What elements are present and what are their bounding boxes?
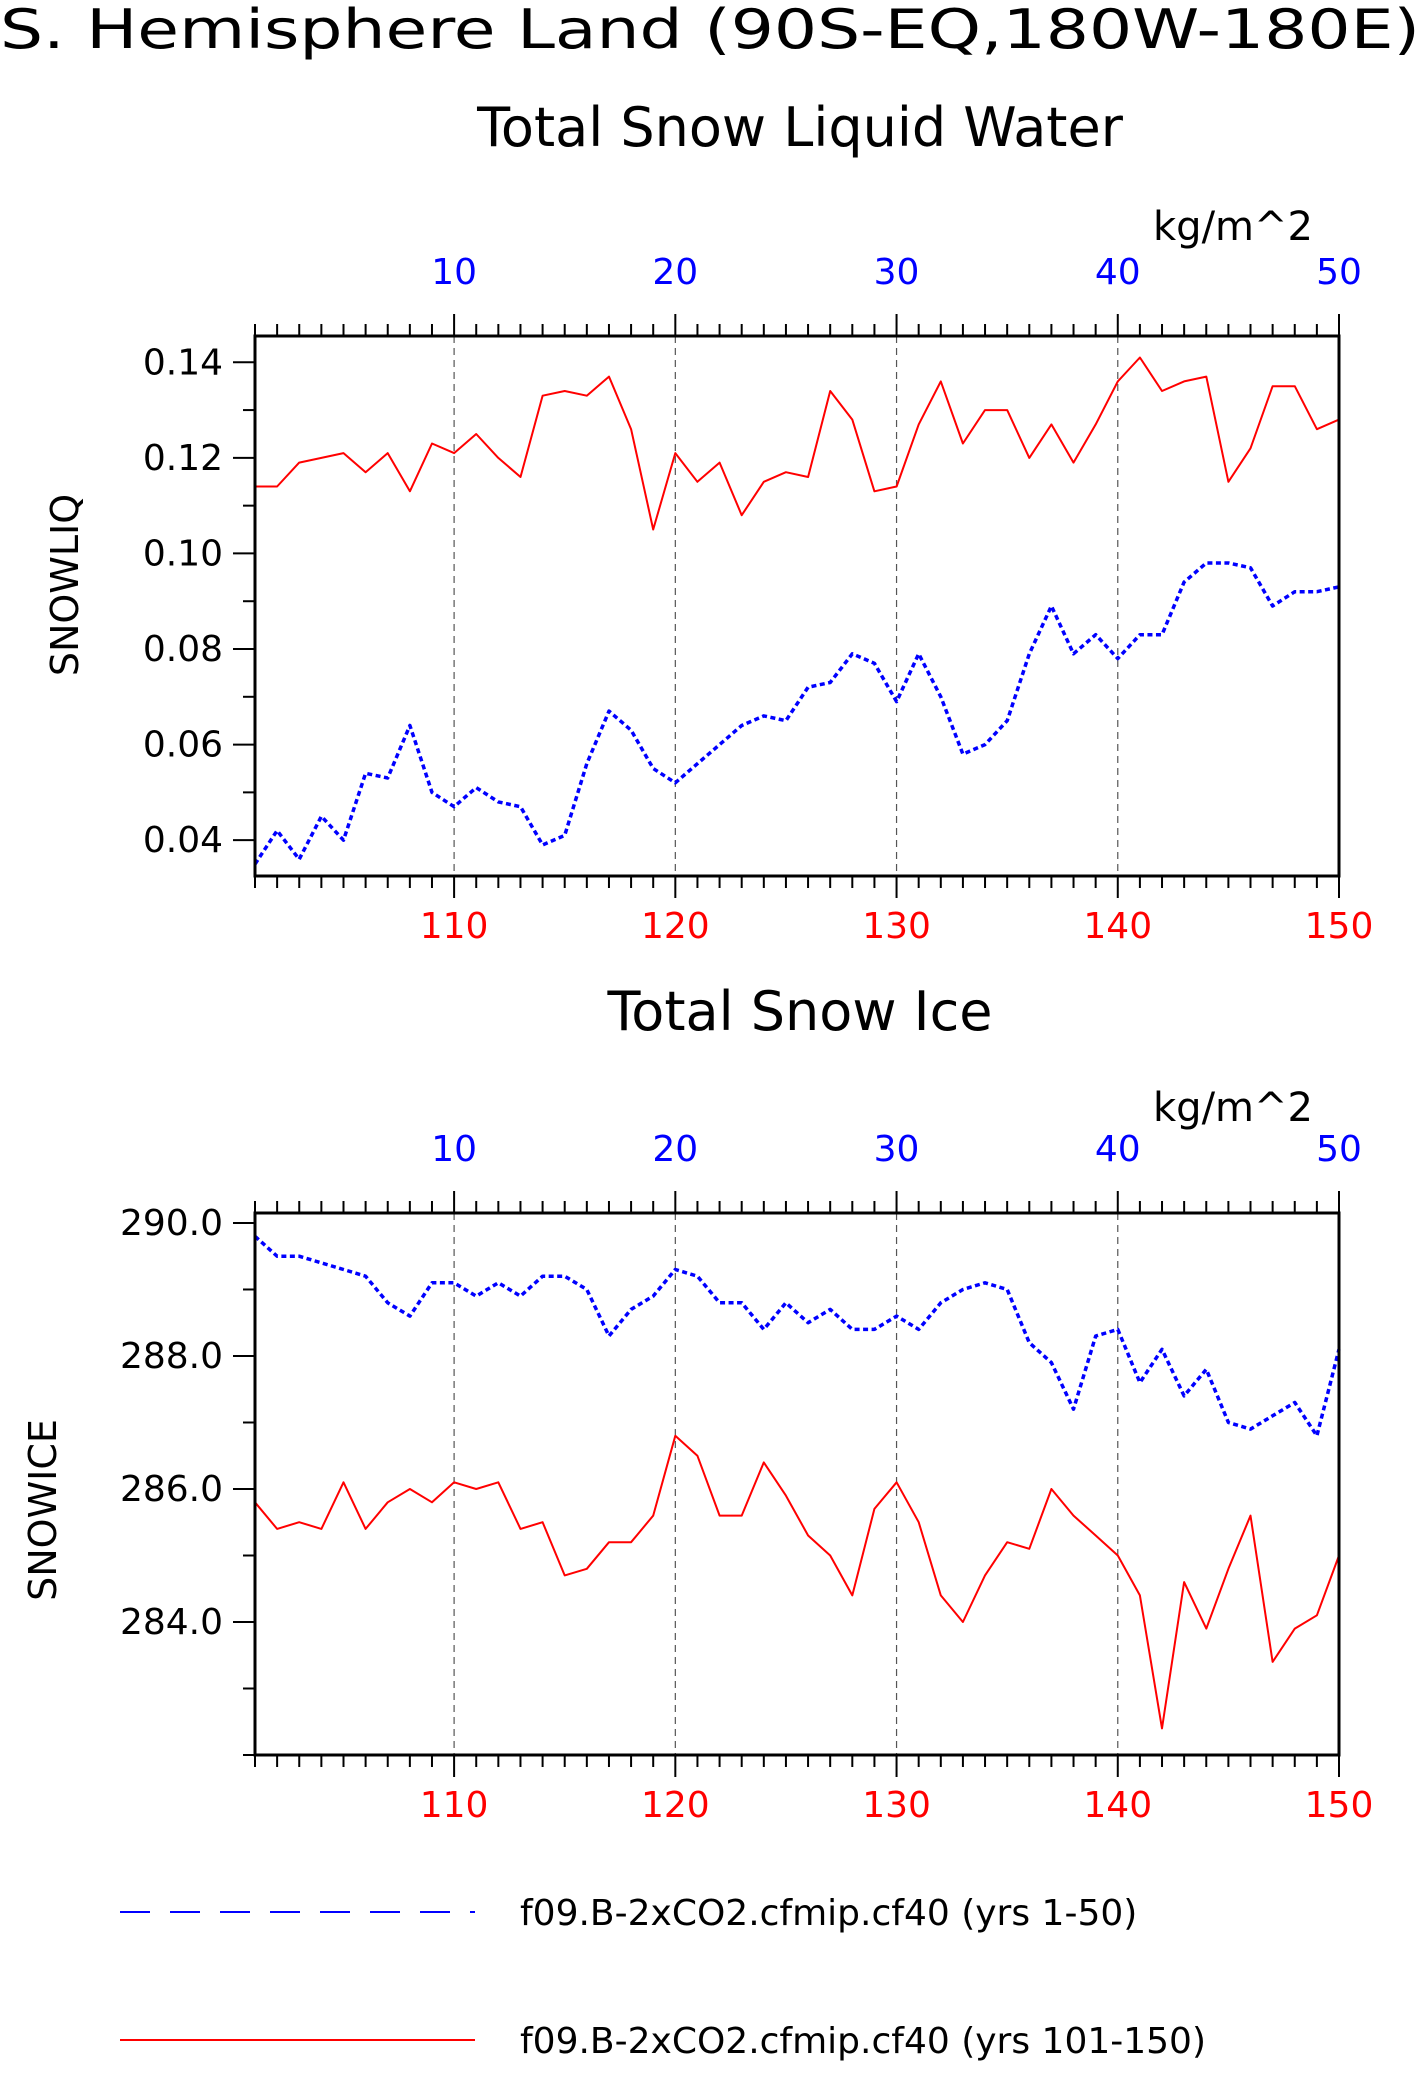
x-tick-label-bottom: 120 [641,906,710,947]
x-tick-label-top: 20 [652,1129,698,1170]
x-tick-label-bottom: 150 [1305,1785,1374,1826]
y-tick-label: 0.10 [143,533,223,574]
x-tick-label-bottom: 130 [862,1785,931,1826]
x-tick-label-bottom: 140 [1083,1785,1152,1826]
x-tick-label-bottom: 110 [420,1785,489,1826]
y-tick-label: 0.08 [143,629,223,670]
x-tick-label-top: 40 [1095,1129,1141,1170]
y-tick-label: 0.04 [143,820,223,861]
x-tick-label-top: 10 [431,252,477,293]
x-tick-label-top: 30 [874,1129,920,1170]
panel-title: Total Snow Ice [607,980,993,1043]
panel-snowice: Total Snow Ice kg/m^2 SNOWICE [21,980,1313,1601]
y-tick-label: 0.12 [143,438,223,479]
x-tick-label-bottom: 120 [641,1785,710,1826]
y-tick-label: 0.06 [143,725,223,766]
y-tick-label: 288.0 [120,1336,223,1377]
series-line-yrs-1-50 [253,1234,1341,1438]
x-tick-label-bottom: 150 [1305,906,1374,947]
y-tick-label: 290.0 [120,1203,223,1244]
y-axis-label: SNOWICE [21,1419,65,1601]
plot-snowliq: 110 120 130 140 150 10 20 30 40 50 0.04 0.06 0.08 0.1… [143,252,1374,947]
x-tick-label-bottom: 130 [862,906,931,947]
x-tick-label-top: 30 [874,252,920,293]
panel-snowliq: Total Snow Liquid Water kg/m^2 SNOWLIQ [43,96,1313,676]
x-tick-label-bottom: 140 [1083,906,1152,947]
legend-label-series2: f09.B-2xCO2.cfmip.cf40 (yrs 101-150) [520,2021,1206,2062]
y-axis-label: SNOWLIQ [43,494,87,676]
x-tick-label-bottom: 110 [420,906,489,947]
legend: f09.B-2xCO2.cfmip.cf40 (yrs 1-50) f09.B-… [120,1893,1206,2062]
panel-title: Total Snow Liquid Water [476,96,1124,159]
series-line-yrs-101-150 [255,356,1340,531]
page-title: S. Hemisphere Land (90S-EQ,180W-180E) [0,0,1420,61]
y-tick-label: 286.0 [120,1469,223,1510]
series-line-yrs-1-50 [253,561,1340,866]
x-tick-label-top: 50 [1316,1129,1362,1170]
plot-frame [253,1211,1341,1757]
units-label: kg/m^2 [1153,204,1313,250]
y-tick-label: 284.0 [120,1602,223,1643]
plot-frame [253,334,1341,878]
plot-snowice: 110 120 130 140 150 10 20 30 40 50 284.0 286.0 288.0… [120,1129,1373,1826]
x-tick-label-top: 40 [1095,252,1141,293]
legend-label-series1: f09.B-2xCO2.cfmip.cf40 (yrs 1-50) [520,1893,1137,1934]
series-line-yrs-101-150 [254,1434,1340,1730]
x-tick-label-top: 50 [1316,252,1362,293]
x-tick-label-top: 10 [431,1129,477,1170]
x-tick-label-top: 20 [652,252,698,293]
units-label: kg/m^2 [1153,1085,1313,1131]
y-tick-label: 0.14 [143,342,223,383]
